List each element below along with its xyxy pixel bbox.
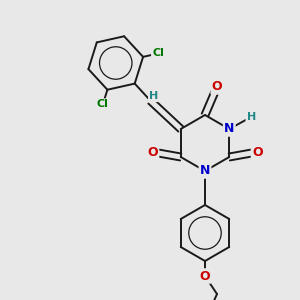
Text: O: O <box>200 269 210 283</box>
Text: H: H <box>247 112 256 122</box>
Text: H: H <box>149 91 158 101</box>
Text: Cl: Cl <box>152 49 164 58</box>
Text: O: O <box>212 80 222 94</box>
Text: O: O <box>252 146 262 158</box>
Text: N: N <box>224 122 234 136</box>
Text: Cl: Cl <box>97 99 109 110</box>
Text: N: N <box>200 164 210 178</box>
Text: O: O <box>147 146 158 158</box>
